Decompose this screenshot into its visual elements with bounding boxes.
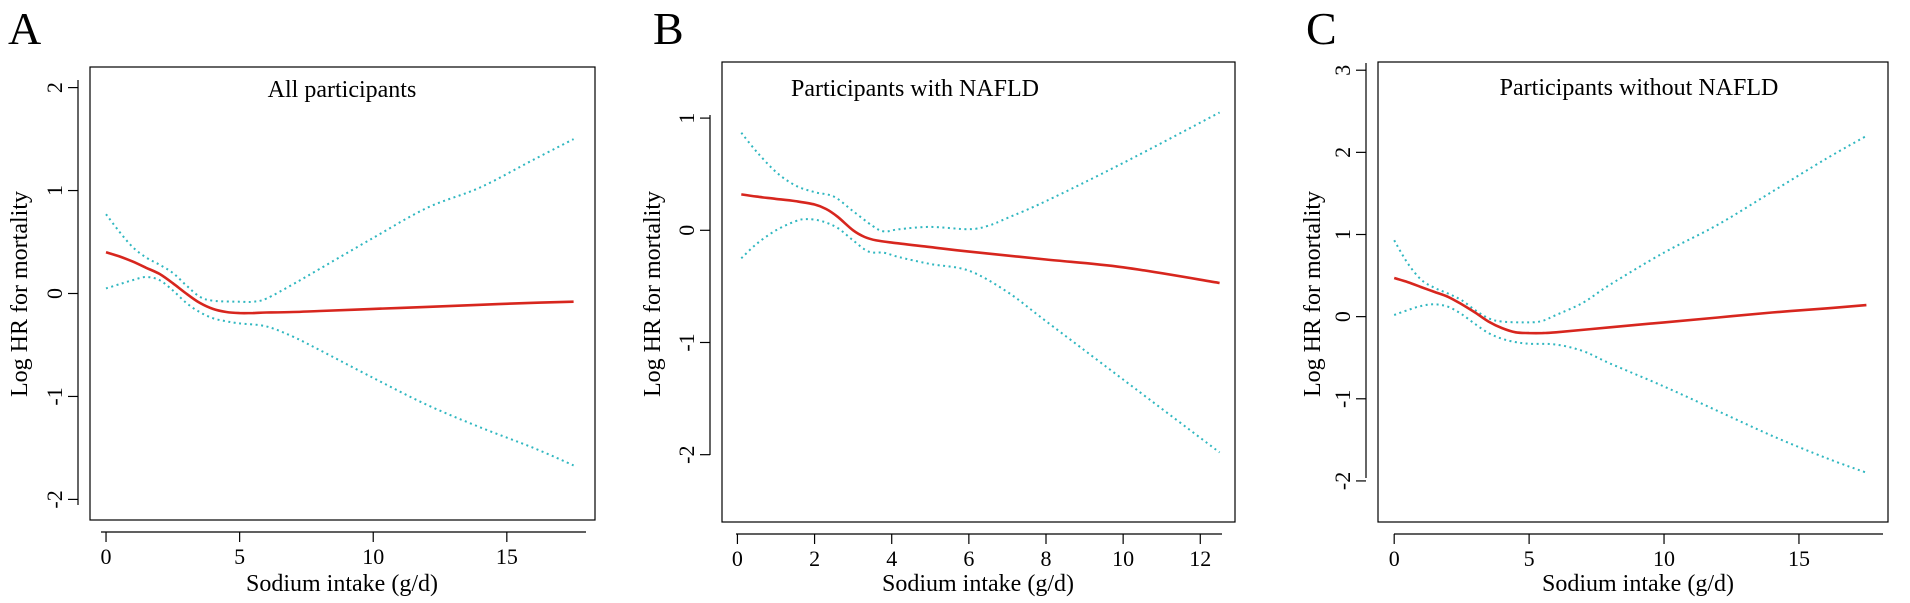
panel-c-y-tick-label: -2 xyxy=(1330,472,1355,490)
panel-c-plot-frame xyxy=(1377,61,1889,523)
panel-c-x-tick-label: 10 xyxy=(1653,546,1675,571)
panel-a-plot-frame xyxy=(89,66,596,521)
panel-a-y-tick-label: 2 xyxy=(42,82,67,93)
panel-b-y-axis-title: Log HR for mortality xyxy=(640,191,666,397)
panel-b-x-tick-label: 12 xyxy=(1189,546,1211,571)
panel-c-y-tick-label: 1 xyxy=(1330,229,1355,240)
panel-b-y-tick-label: -1 xyxy=(674,333,699,351)
panel-b-x-tick-label: 8 xyxy=(1041,546,1052,571)
panel-b-title: Participants with NAFLD xyxy=(791,76,1039,102)
panel-a-title: All participants xyxy=(268,77,417,103)
panel-a-x-axis-title: Sodium intake (g/d) xyxy=(246,571,438,597)
panel-b-y-tick-label: -2 xyxy=(674,446,699,464)
panel-a-series xyxy=(105,138,575,467)
panel-a-x-tick-label: 0 xyxy=(101,544,112,569)
panel-a-y-tick-label: -2 xyxy=(42,490,67,508)
panel-letter-c: C xyxy=(1306,3,1337,54)
panel-b-series xyxy=(740,111,1221,454)
panel-a-y-tick-label: -1 xyxy=(42,387,67,405)
panel-b-ci-upper-line xyxy=(740,111,1221,233)
panel-c-ticks: -2 -1 0 1 2 3 0 5 10 15 xyxy=(1330,65,1810,571)
panel-a-y-tick-label: 1 xyxy=(42,185,67,196)
panel-b-x-axis-title: Sodium intake (g/d) xyxy=(882,571,1074,597)
panel-c-title: Participants without NAFLD xyxy=(1500,75,1779,101)
panel-b-y-tick-label: 0 xyxy=(674,225,699,236)
panel-c-x-tick-label: 0 xyxy=(1389,546,1400,571)
panel-b-plot-frame xyxy=(721,61,1236,523)
panel-c-y-tick-label: 2 xyxy=(1330,147,1355,158)
panel-c-y-tick-label: -1 xyxy=(1330,390,1355,408)
panel-a-ticks: -2 -1 0 1 2 0 5 10 15 xyxy=(42,82,518,569)
panel-a-y-tick-label: 0 xyxy=(42,288,67,299)
panel-a-x-tick-label: 5 xyxy=(234,544,245,569)
panel-c-x-tick-label: 15 xyxy=(1788,546,1810,571)
panel-c-y-tick-label: 3 xyxy=(1330,65,1355,76)
panel-c-ci-upper-line xyxy=(1393,135,1867,324)
panel-a-ci-upper-line xyxy=(105,138,575,304)
panel-a: A -2 -1 0 1 2 0 5 10 15 All participants Sodium … xyxy=(7,3,596,597)
panel-a-x-tick-label: 10 xyxy=(362,544,384,569)
panel-b-ci-lower-line xyxy=(740,218,1221,454)
panel-a-fit-line xyxy=(105,251,574,315)
panel-b-x-tick-label: 10 xyxy=(1112,546,1134,571)
panel-b-x-tick-label: 0 xyxy=(732,546,743,571)
panel-b-fit-line xyxy=(741,193,1220,285)
panel-c-y-axis-title: Log HR for mortality xyxy=(1300,191,1326,397)
panel-a-x-tick-label: 15 xyxy=(496,544,518,569)
panel-c-series xyxy=(1393,135,1867,474)
panel-c-x-axis-title: Sodium intake (g/d) xyxy=(1542,571,1734,597)
panel-c: C -2 -1 0 1 2 3 0 5 10 15 Participants without NA… xyxy=(1300,3,1889,597)
panel-c-y-tick-label: 0 xyxy=(1330,311,1355,322)
panel-b-y-tick-label: 1 xyxy=(674,113,699,124)
panel-b-x-tick-label: 6 xyxy=(963,546,974,571)
panel-c-fit-line xyxy=(1393,276,1867,335)
panel-b-x-tick-label: 2 xyxy=(809,546,820,571)
panel-a-y-axis-title: Log HR for mortality xyxy=(7,191,33,397)
panel-a-ci-lower-line xyxy=(105,275,574,467)
panel-letter-a: A xyxy=(8,3,41,54)
panel-b-x-tick-label: 4 xyxy=(886,546,897,571)
panel-c-ci-lower-line xyxy=(1393,303,1867,474)
panel-letter-b: B xyxy=(653,3,684,54)
panel-c-x-tick-label: 5 xyxy=(1524,546,1535,571)
